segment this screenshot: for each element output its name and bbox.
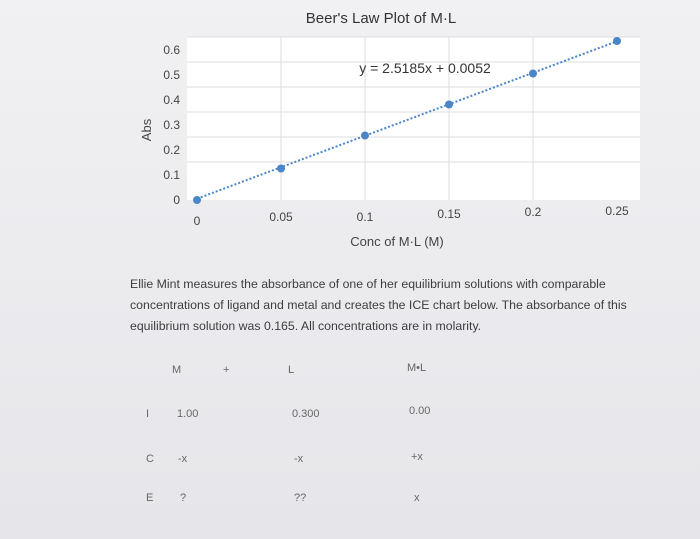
ice-header-plus: +: [223, 364, 230, 376]
ice-cell-m: -x: [178, 453, 188, 465]
plot-area: [187, 37, 640, 200]
data-point: [529, 69, 537, 78]
ice-cell-m: 1.00: [177, 408, 199, 420]
ice-cell-l: ??: [294, 492, 307, 504]
ice-cell-m: ?: [180, 492, 187, 504]
ice-row-label: C: [146, 453, 154, 465]
trendline: [196, 40, 618, 200]
y-tick-label: 0.2: [163, 143, 180, 157]
problem-statement: Ellie Mint measures the absorbance of on…: [130, 277, 627, 333]
data-point: [445, 100, 453, 109]
chart-title: Beer's Law Plot of M·L: [306, 10, 456, 27]
data-points: [193, 37, 621, 204]
y-tick-label: 0.5: [163, 68, 180, 82]
ice-header-ml: M•L: [407, 362, 427, 374]
x-tick-label: 0.1: [357, 210, 374, 224]
ice-row-label: E: [146, 492, 154, 504]
ice-cell-ml: 0.00: [409, 405, 431, 417]
data-point: [193, 196, 201, 204]
ice-row-label: I: [146, 408, 150, 420]
x-tick-label: 0.2: [525, 205, 542, 219]
x-tick-label: 0: [194, 214, 201, 228]
ice-cell-l: 0.300: [292, 408, 320, 420]
ice-cell-ml: +x: [411, 451, 423, 463]
data-point: [613, 37, 621, 45]
x-tick-label: 0.25: [605, 204, 629, 218]
y-tick-labels: 0 0.1 0.2 0.3 0.4 0.5 0.6: [163, 43, 180, 207]
y-tick-label: 0.4: [163, 93, 180, 107]
data-point: [277, 164, 285, 173]
y-tick-label: 0: [173, 193, 180, 207]
ice-header-m: M: [172, 364, 182, 376]
y-tick-label: 0.3: [163, 118, 180, 132]
ice-cell-ml: x: [414, 492, 420, 504]
y-tick-label: 0.6: [163, 43, 180, 57]
x-tick-label: 0.05: [269, 210, 293, 224]
x-axis-label: Conc of M·L (M): [350, 234, 443, 249]
data-point: [361, 131, 369, 140]
ice-cell-l: -x: [294, 453, 304, 465]
ice-header-l: L: [288, 364, 295, 376]
plot-grid: [187, 36, 640, 200]
x-tick-label: 0.15: [437, 207, 461, 221]
trendline-equation: y = 2.5185x + 0.0052: [359, 60, 491, 76]
y-tick-label: 0.1: [163, 168, 180, 182]
x-tick-labels: 0 0.05 0.1 0.15 0.2 0.25: [194, 204, 629, 228]
y-axis-label: Abs: [139, 118, 154, 141]
